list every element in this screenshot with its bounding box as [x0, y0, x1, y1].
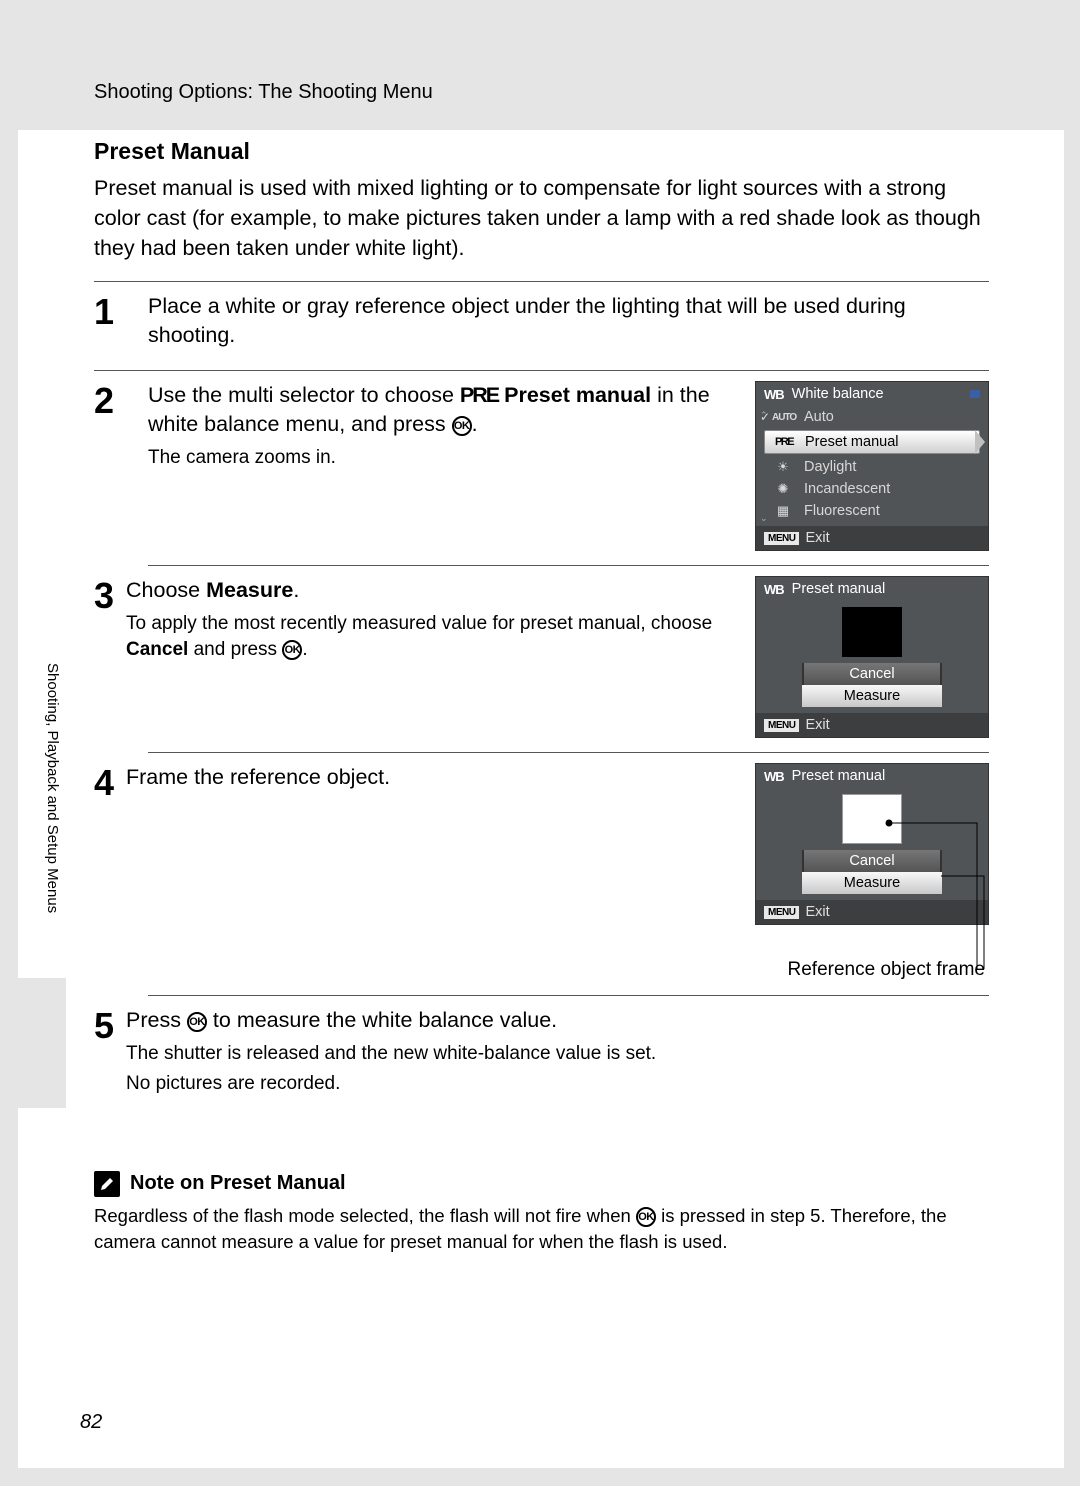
lcd-exit-label: Exit: [805, 904, 829, 920]
wb-icon: WB: [764, 582, 784, 597]
lcd-header-title: Preset manual: [792, 581, 886, 597]
lcd-footer: MENU Exit: [756, 900, 988, 924]
ok-icon: OK: [636, 1207, 656, 1227]
step-2-sub: The camera zooms in.: [148, 445, 731, 471]
section-intro: Preset manual is used with mixed lightin…: [94, 173, 989, 263]
lcd-item-fluorescent: ▦ Fluorescent: [764, 500, 980, 522]
step-2: 2 Use the multi selector to choose PRE P…: [94, 370, 989, 565]
lcd-item-incandescent: ✺ Incandescent: [764, 478, 980, 500]
check-icon: ✓: [760, 410, 770, 424]
lcd-header-title: White balance: [792, 386, 884, 402]
lcd-header-title: Preset manual: [792, 768, 886, 784]
lcd-cancel-button: Cancel: [802, 663, 942, 685]
fluorescent-icon: ▦: [772, 503, 794, 519]
sun-icon: ☀: [772, 459, 794, 475]
auto-mode-icon: AUTO: [772, 412, 794, 423]
breadcrumb-bg: [18, 18, 1064, 130]
lcd-preset-body: Cancel Measure: [756, 788, 988, 900]
pre-icon: PRE: [460, 383, 498, 407]
lcd-white-balance: WB White balance ⌃ ✓ AUTO Auto: [755, 381, 989, 551]
step-5-title: Press OK to measure the white balance va…: [126, 1006, 989, 1035]
pencil-icon: [94, 1171, 120, 1197]
section-title: Preset Manual: [94, 138, 989, 165]
step-number: 2: [94, 381, 126, 551]
step-3: 3 Choose Measure. To apply the most rece…: [148, 565, 989, 752]
lcd-header: WB White balance: [756, 382, 988, 406]
lcd-header: WB Preset manual: [756, 577, 988, 601]
lcd-exit-label: Exit: [805, 717, 829, 733]
reference-frame-label: Reference object frame: [755, 959, 989, 981]
step-5-sub1: The shutter is released and the new whit…: [126, 1041, 989, 1067]
lcd-cancel-button: Cancel: [802, 850, 942, 872]
pre-icon: PRE: [773, 436, 795, 448]
lcd-item-daylight: ☀ Daylight: [764, 456, 980, 478]
step-1: 1 Place a white or gray reference object…: [94, 281, 989, 370]
step-3-sub: To apply the most recently measured valu…: [126, 611, 731, 662]
page-content: Preset Manual Preset manual is used with…: [94, 138, 989, 1254]
lcd-preview-black: [842, 607, 902, 657]
menu-icon: MENU: [764, 532, 799, 545]
wb-icon: WB: [764, 769, 784, 784]
step-5-sub2: No pictures are recorded.: [126, 1071, 989, 1097]
page-number: 82: [80, 1411, 102, 1434]
lcd-footer: MENU Exit: [756, 526, 988, 550]
note-title: Note on Preset Manual: [130, 1172, 346, 1195]
step-4: 4 Frame the reference object. WB Preset …: [148, 752, 989, 995]
wb-icon: WB: [764, 387, 784, 402]
step-number: 3: [94, 576, 126, 738]
step-number: 4: [94, 763, 126, 981]
note-body: Regardless of the flash mode selected, t…: [94, 1203, 989, 1255]
lcd-measure-button: Measure: [802, 685, 942, 707]
step-5: 5 Press OK to measure the white balance …: [148, 995, 989, 1110]
ok-icon: OK: [452, 416, 472, 436]
note-section: Note on Preset Manual Regardless of the …: [94, 1171, 989, 1255]
step-number: 1: [94, 292, 126, 356]
menu-icon: MENU: [764, 906, 799, 919]
page-breadcrumb: Shooting Options: The Shooting Menu: [94, 81, 433, 104]
lcd-measure-button: Measure: [802, 872, 942, 894]
lcd-preset-frame: WB Preset manual Cancel Measure MENU Exi…: [755, 763, 989, 981]
lcd-footer: MENU Exit: [756, 713, 988, 737]
side-tab: Shooting, Playback and Setup Menus: [44, 618, 61, 958]
lcd-preset-measure: WB Preset manual Cancel Measure MENU Exi…: [755, 576, 989, 738]
step-number: 5: [94, 1006, 126, 1096]
lcd-page-indicator: [970, 390, 980, 398]
step-1-title: Place a white or gray reference object u…: [148, 292, 989, 350]
step-3-title: Choose Measure.: [126, 576, 731, 605]
manual-page: Shooting Options: The Shooting Menu Shoo…: [18, 18, 1064, 1468]
scroll-down-icon: ⌄: [760, 513, 768, 524]
lcd-exit-label: Exit: [805, 530, 829, 546]
step-2-title: Use the multi selector to choose PRE Pre…: [148, 381, 731, 439]
lcd-wb-list: ⌃ ✓ AUTO Auto PRE Preset manual: [756, 406, 988, 526]
ok-icon: OK: [282, 640, 302, 660]
side-tab-fill: [18, 978, 66, 1108]
step-4-title: Frame the reference object.: [126, 763, 731, 792]
reference-object-frame: [842, 794, 902, 844]
lcd-preset-body: Cancel Measure: [756, 601, 988, 713]
lcd-header: WB Preset manual: [756, 764, 988, 788]
lcd-item-preset-manual: PRE Preset manual: [764, 430, 980, 454]
bulb-icon: ✺: [772, 481, 794, 497]
lcd-item-auto: ✓ AUTO Auto: [764, 406, 980, 428]
ok-icon: OK: [187, 1012, 207, 1032]
menu-icon: MENU: [764, 719, 799, 732]
